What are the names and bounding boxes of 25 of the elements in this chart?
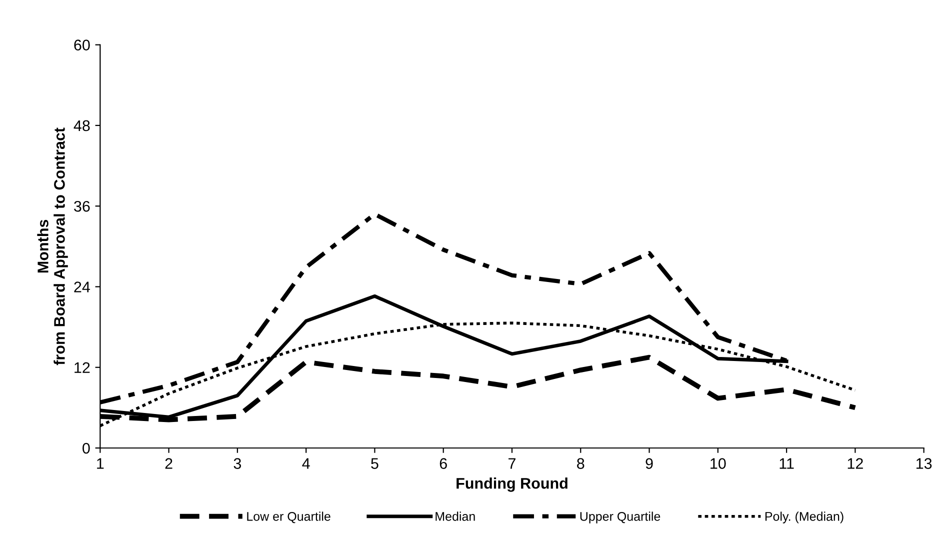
x-tick-label: 8 — [577, 458, 584, 469]
x-tick-label: 7 — [508, 458, 516, 469]
y-tick-label: 48 — [74, 120, 90, 132]
y-tick-label: 12 — [74, 362, 90, 373]
y-tick-label: 60 — [74, 40, 90, 50]
x-tick-label: 2 — [165, 458, 172, 469]
y-axis-title: Months from Board Approval to Contract — [37, 128, 68, 366]
x-tick-label: 6 — [440, 458, 447, 469]
legend-label: Poly. (Median) — [765, 512, 844, 524]
x-tick-label: 1 — [97, 458, 104, 469]
y-tick-label: 24 — [74, 282, 90, 292]
legend-label: Median — [436, 512, 475, 521]
legend-label: Low er Quartile — [247, 512, 330, 524]
y-tick-label: 0 — [82, 442, 90, 454]
x-tick-label: 13 — [916, 458, 932, 469]
x-tick-label: 4 — [302, 458, 310, 469]
legend-label: Upper Quartile — [580, 512, 660, 524]
x-axis-title: Funding Round — [456, 478, 568, 492]
x-tick-label: 10 — [710, 458, 726, 469]
x-tick-label: 11 — [780, 458, 794, 469]
x-tick-label: 3 — [234, 458, 242, 469]
x-tick-label: 12 — [848, 458, 863, 469]
x-tick-label: 9 — [646, 458, 653, 469]
y-tick-label: 36 — [74, 200, 90, 212]
x-tick-label: 5 — [371, 458, 378, 469]
